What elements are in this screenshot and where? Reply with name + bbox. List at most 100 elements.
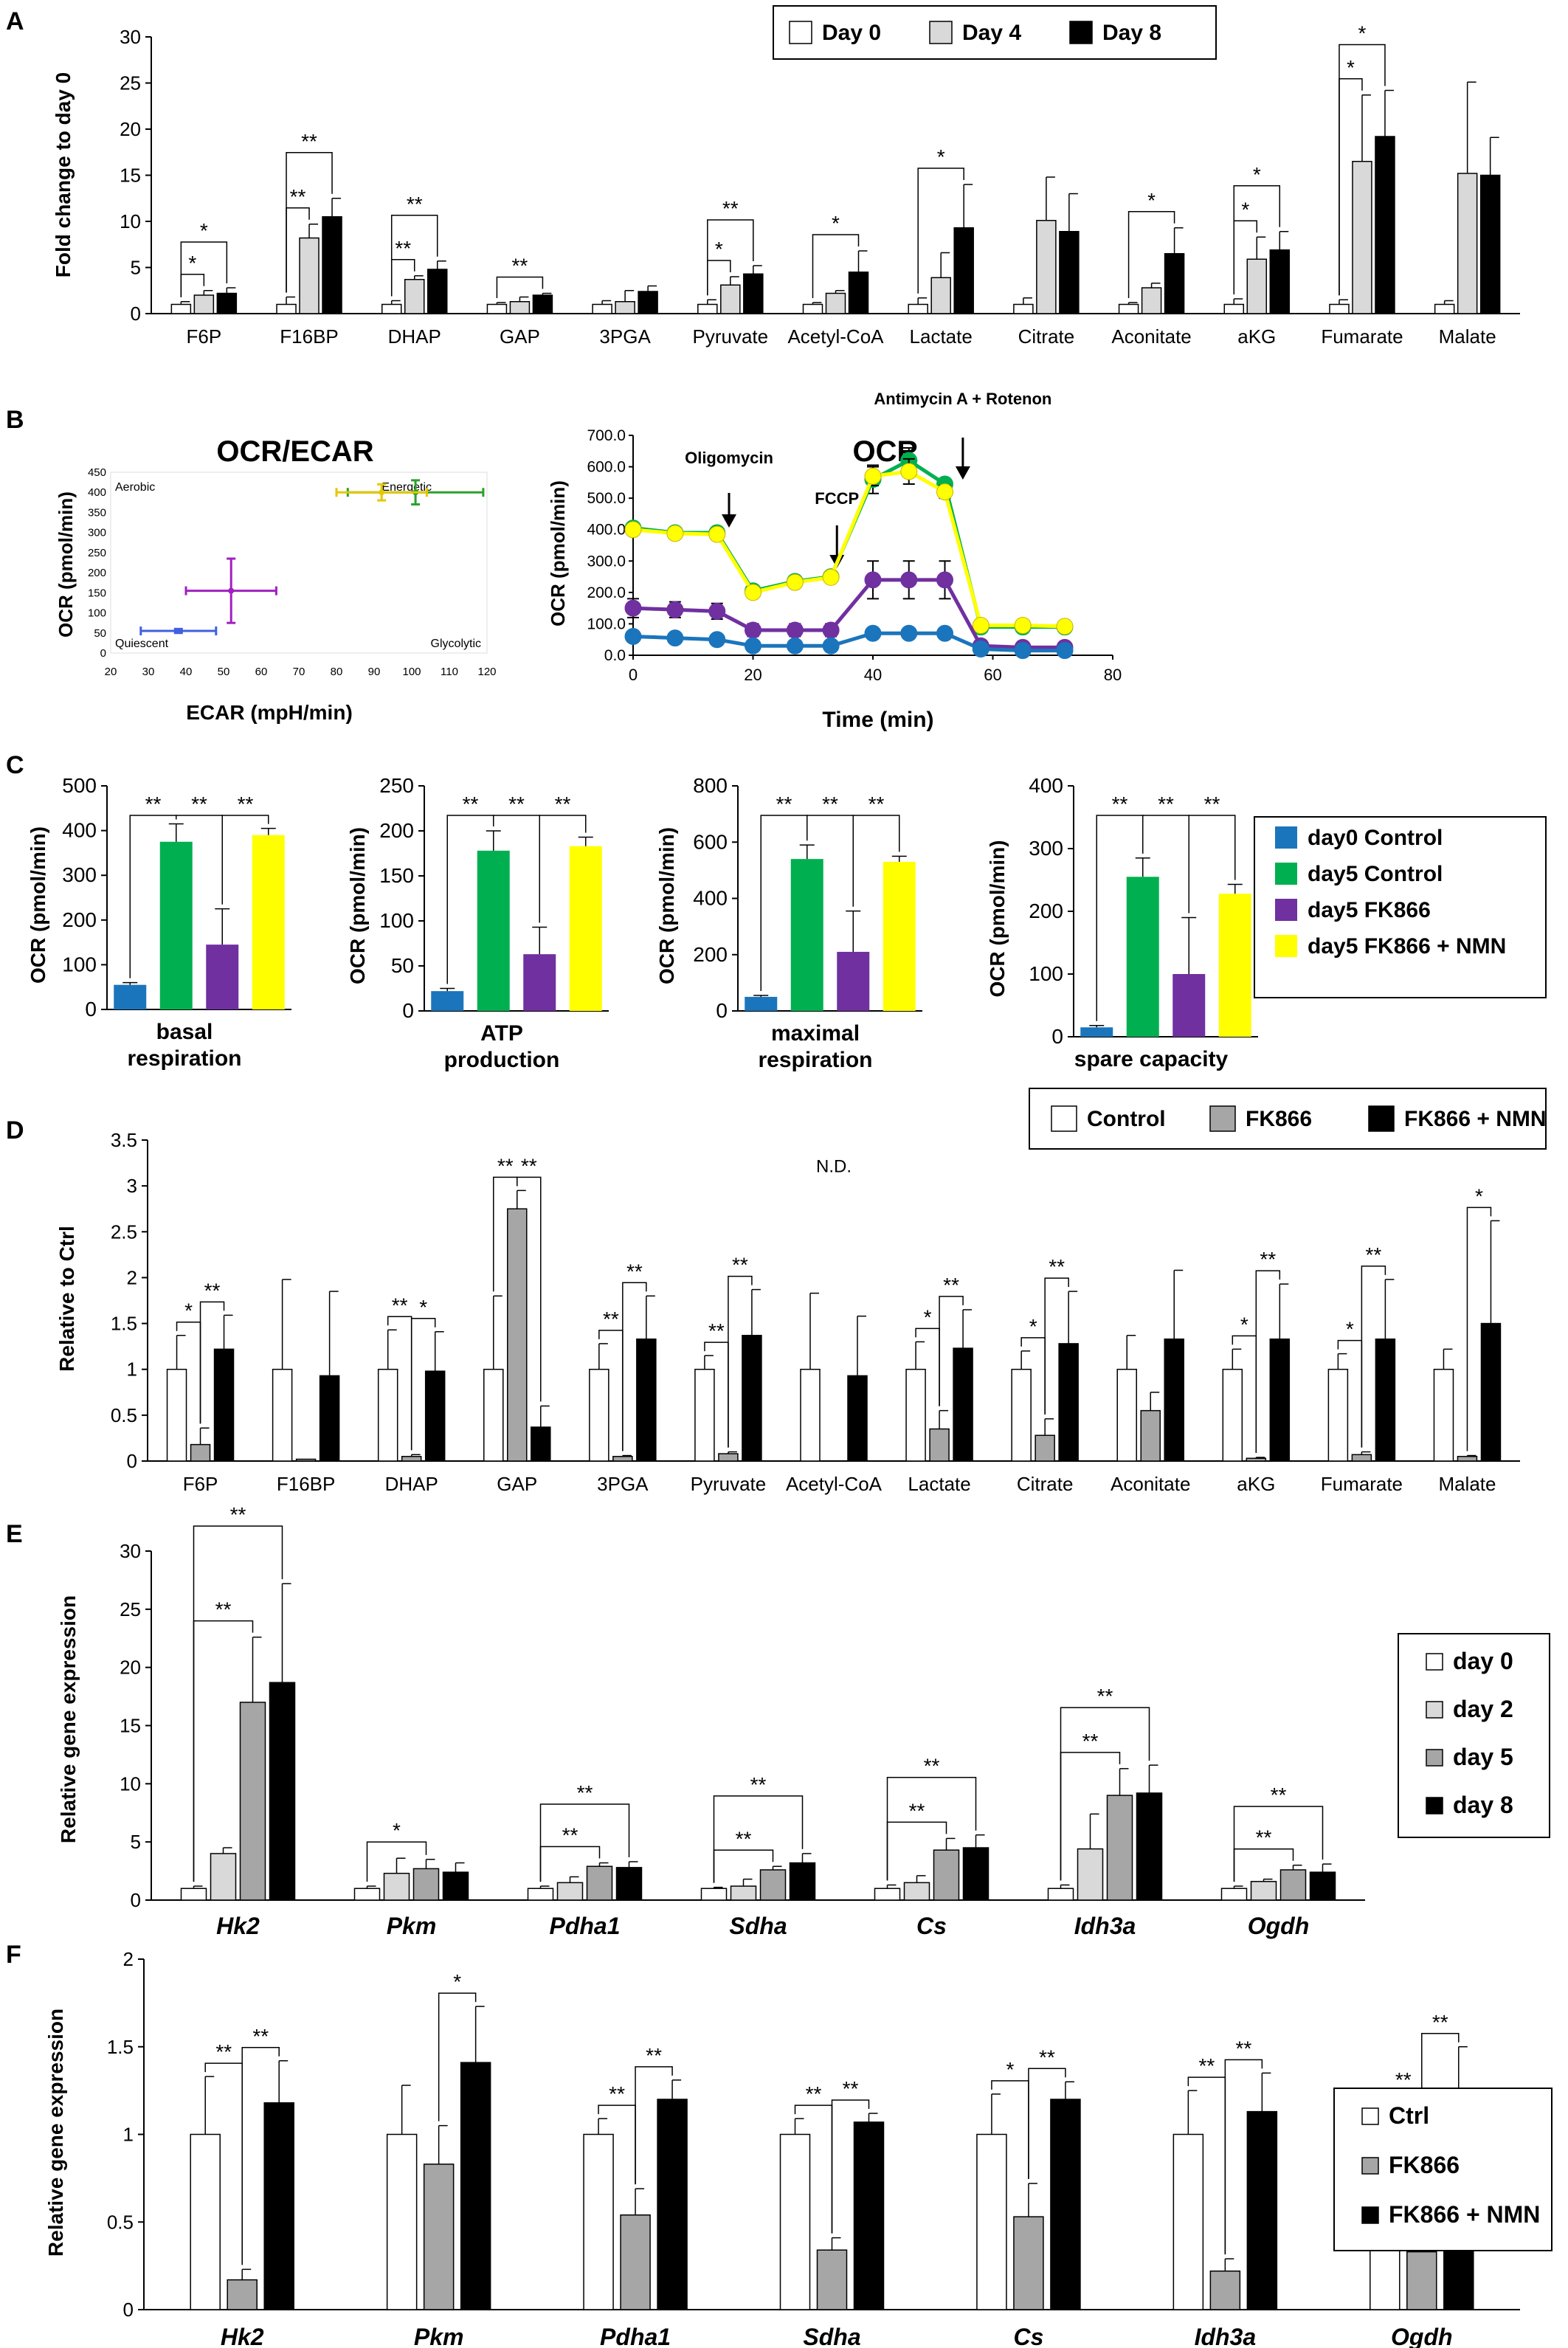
x-category-label: Acetyl-CoA — [787, 325, 884, 348]
y-tick-label: 0.5 — [107, 2211, 134, 2233]
bar — [532, 294, 553, 314]
bar — [1013, 303, 1034, 314]
significance-bracket — [917, 168, 964, 294]
significance-label: * — [393, 1819, 401, 1842]
bar — [383, 1872, 410, 1901]
y-tick-label: 100.0 — [587, 615, 626, 632]
chart-C2: 0 50 100 150 200 250 ** ** ** ATP production OCR (p… — [346, 774, 609, 1072]
x-category-label: aKG — [1237, 325, 1276, 348]
bar — [509, 301, 531, 314]
bar — [1269, 1338, 1291, 1462]
legend-label: day5 FK866 + NMN — [1308, 934, 1506, 959]
bar — [720, 284, 741, 314]
bar — [636, 1338, 657, 1462]
significance-label: ** — [191, 793, 207, 815]
significance-label: ** — [868, 793, 885, 815]
bar — [638, 291, 658, 314]
legend-label: FK866 — [1389, 2152, 1460, 2178]
treatment-annotation: Antimycin A + Rotenon — [874, 390, 1051, 480]
x-axis-title-line: maximal — [771, 1021, 860, 1046]
significance-label: ** — [1158, 793, 1174, 815]
data-point — [666, 629, 684, 647]
bar — [933, 1849, 960, 1901]
x-category-label: Pyruvate — [691, 1473, 767, 1495]
bar — [853, 2121, 885, 2310]
y-tick-label: 100 — [88, 607, 106, 620]
bar — [802, 303, 823, 314]
significance-bracket — [517, 1176, 542, 1402]
x-category-label: Idh3a — [1195, 2324, 1257, 2348]
bar — [401, 1456, 422, 1462]
legend-label: Ctrl — [1389, 2102, 1429, 2129]
significance-label: ** — [646, 2044, 662, 2067]
x-category-label: GAP — [500, 325, 540, 348]
bar — [114, 984, 147, 1009]
bar — [556, 1882, 584, 1901]
bar — [386, 2133, 418, 2310]
data-point — [900, 463, 918, 480]
bar — [527, 1888, 554, 1901]
significance-label: * — [1475, 1184, 1483, 1207]
x-tick-label: 0 — [629, 666, 638, 684]
legend-label: Control — [1087, 1107, 1166, 1131]
bar — [730, 1885, 757, 1901]
y-tick-label: 150 — [379, 864, 414, 887]
legend-label: Day 4 — [962, 21, 1021, 45]
significance-label: * — [1240, 1313, 1248, 1336]
bar — [759, 1869, 787, 1901]
bar — [1172, 2133, 1204, 2310]
y-tick-label: 300 — [62, 863, 97, 886]
bar — [1116, 1368, 1137, 1462]
data-point — [936, 624, 953, 642]
data-point — [972, 640, 990, 657]
bar — [269, 1682, 296, 1901]
bar — [486, 303, 508, 314]
bar — [847, 1375, 868, 1462]
y-tick-label: 1.5 — [107, 2036, 134, 2058]
legend-swatch — [929, 21, 953, 44]
legend-label: Day 8 — [1102, 21, 1161, 45]
bar — [1172, 974, 1206, 1037]
legend-swatch — [1368, 1105, 1395, 1132]
y-tick-label: 300 — [88, 527, 106, 539]
significance-bracket — [1339, 44, 1386, 296]
y-tick-label: 0 — [127, 1450, 137, 1472]
significance-label: ** — [943, 1274, 959, 1296]
bar — [1222, 1368, 1243, 1462]
bar — [299, 237, 320, 314]
treatment-annotation: Oligomycin — [685, 449, 773, 528]
data-point — [822, 568, 840, 586]
bar — [227, 2279, 258, 2310]
significance-label: ** — [252, 2025, 269, 2048]
legend-label: day 8 — [1453, 1792, 1513, 1818]
bar — [825, 292, 846, 314]
significance-bracket — [939, 1296, 964, 1406]
chart-B-OCR: OCR0.0100.0200.0300.0400.0500.0600.0700.… — [547, 390, 1122, 732]
significance-label: ** — [1395, 2068, 1412, 2091]
y-tick-label: 20 — [120, 1657, 141, 1679]
significance-label: ** — [1097, 1685, 1113, 1708]
bar — [1457, 173, 1478, 314]
significance-label: ** — [1260, 1248, 1276, 1271]
chart-A: 0 5 10 15 20 25 30 F6P F16BP DHAP GAP 3PGA Pyruvate A… — [52, 5, 1520, 348]
bar — [1269, 249, 1291, 314]
bar — [424, 1370, 446, 1462]
y-axis-title: OCR (pmol/min) — [986, 840, 1009, 997]
y-tick-label: 200.0 — [587, 584, 626, 601]
x-category-label: Hk2 — [221, 2324, 264, 2348]
chart-B-ECAR: OCR/ECAR 20 30 40 50 60 70 80 90 100 110 120 0 50 100 1… — [55, 435, 497, 724]
bar — [903, 1882, 930, 1901]
x-category-label: Lactate — [910, 325, 973, 348]
y-tick-label: 500.0 — [587, 490, 626, 507]
bar — [1433, 1368, 1454, 1462]
bar — [507, 1208, 528, 1462]
data-point — [972, 617, 990, 635]
y-axis-title: Fold change to day 0 — [52, 72, 75, 277]
bar — [1246, 2110, 1278, 2310]
x-axis-title: Time (min) — [822, 708, 933, 732]
x-category-label: F16BP — [277, 1473, 336, 1495]
bar — [180, 1888, 207, 1901]
bar — [1059, 231, 1080, 314]
y-tick-label: 0 — [123, 2299, 134, 2321]
